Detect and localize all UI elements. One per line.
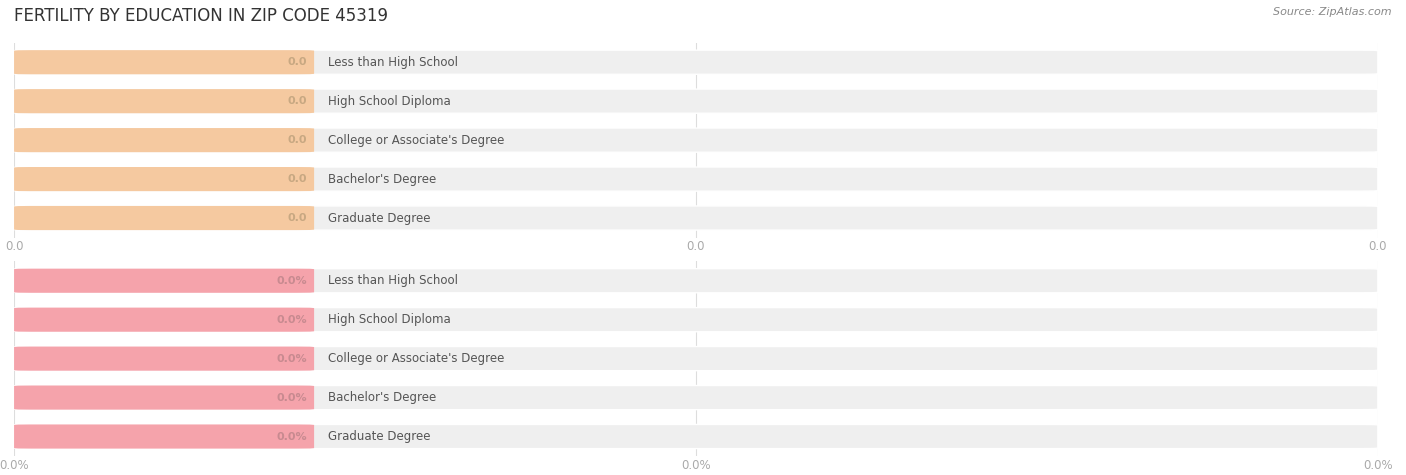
Text: 0.0%: 0.0% [277,431,308,442]
FancyBboxPatch shape [14,269,314,293]
FancyBboxPatch shape [14,89,314,113]
Text: 0.0%: 0.0% [277,392,308,403]
Text: Source: ZipAtlas.com: Source: ZipAtlas.com [1274,7,1392,17]
FancyBboxPatch shape [14,128,1378,152]
FancyBboxPatch shape [14,269,1378,293]
FancyBboxPatch shape [14,89,1378,113]
FancyBboxPatch shape [14,425,1378,448]
Text: High School Diploma: High School Diploma [328,313,450,326]
Text: 0.0: 0.0 [288,174,308,184]
FancyBboxPatch shape [14,206,1378,230]
FancyBboxPatch shape [14,50,1378,74]
Text: 0.0: 0.0 [288,135,308,145]
Text: Less than High School: Less than High School [328,56,458,69]
Text: 0.0: 0.0 [288,96,308,106]
Text: Bachelor's Degree: Bachelor's Degree [328,172,436,186]
FancyBboxPatch shape [14,128,314,152]
Text: 0.0%: 0.0% [277,353,308,364]
Text: 0.0%: 0.0% [277,276,308,286]
Text: Less than High School: Less than High School [328,274,458,287]
Text: Graduate Degree: Graduate Degree [328,211,430,225]
FancyBboxPatch shape [14,206,314,230]
Text: 0.0: 0.0 [288,57,308,67]
Text: Graduate Degree: Graduate Degree [328,430,430,443]
Text: FERTILITY BY EDUCATION IN ZIP CODE 45319: FERTILITY BY EDUCATION IN ZIP CODE 45319 [14,7,388,25]
FancyBboxPatch shape [14,425,314,448]
FancyBboxPatch shape [14,50,314,74]
Text: Bachelor's Degree: Bachelor's Degree [328,391,436,404]
Text: College or Associate's Degree: College or Associate's Degree [328,133,505,147]
Text: 0.0: 0.0 [288,213,308,223]
FancyBboxPatch shape [14,386,314,409]
FancyBboxPatch shape [14,167,314,191]
FancyBboxPatch shape [14,167,1378,191]
Text: 0.0%: 0.0% [277,314,308,325]
Text: College or Associate's Degree: College or Associate's Degree [328,352,505,365]
Text: High School Diploma: High School Diploma [328,95,450,108]
FancyBboxPatch shape [14,308,314,332]
FancyBboxPatch shape [14,347,1378,370]
FancyBboxPatch shape [14,347,314,370]
FancyBboxPatch shape [14,386,1378,409]
FancyBboxPatch shape [14,308,1378,332]
